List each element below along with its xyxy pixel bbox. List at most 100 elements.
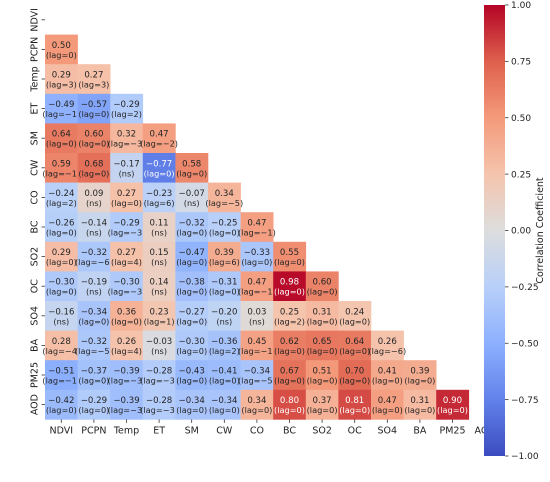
heatmap-cell: 0.81(lag=0) (338, 389, 372, 420)
heatmap-cell-rect (208, 241, 241, 272)
heatmap-cell-rect (77, 64, 111, 95)
heatmap-cell: −0.47(lag=0) (175, 241, 209, 272)
heatmap-cell-rect (110, 389, 144, 420)
heatmap-cell-rect (45, 330, 78, 361)
heatmap-cell: −0.57(lag=0) (77, 93, 111, 124)
heatmap-cell-rect (273, 330, 307, 361)
cell-value-label: 0.11 (150, 219, 169, 229)
cell-value-label: 0.65 (313, 337, 332, 347)
cell-value-label: −0.30 (48, 278, 74, 288)
heatmap-cell: −0.37(lag=0) (77, 360, 111, 391)
heatmap-cell: −0.16(ns) (45, 301, 78, 331)
colorbar-tick-label: −1.00 (511, 452, 539, 462)
heatmap-cell: 0.29(lag=0) (45, 241, 78, 272)
cell-lag-label: (lag=−3) (108, 139, 146, 149)
heatmap-cell: 0.39(lag=0) (403, 360, 437, 391)
y-tick-label: PCPN (30, 37, 41, 62)
heatmap-cell-rect (77, 301, 111, 331)
x-tick-label: PM25 (439, 425, 465, 436)
cell-value-label: −0.28 (146, 367, 172, 377)
heatmap-cell-rect (208, 301, 241, 331)
heatmap-cell: −0.33(lag=0) (240, 241, 274, 272)
cell-value-label: −0.30 (179, 337, 205, 347)
cell-lag-label: (lag=0) (274, 287, 305, 297)
cell-value-label: 0.23 (150, 307, 169, 317)
y-tick-label: SO2 (30, 247, 41, 267)
cell-value-label: 0.03 (247, 307, 266, 317)
colorbar-ticks: 1.00 0.75 0.50 0.25 0.00 −0.25 −0.50 −0.75 −1.00 (505, 1, 539, 462)
cell-lag-label: (ns) (86, 198, 102, 208)
heatmap-cell: 0.50(lag=0) (45, 34, 78, 65)
cell-lag-label: (lag=0) (339, 376, 370, 386)
y-tick-label: PM25 (30, 362, 41, 388)
colorbar-tick-label: 0.50 (511, 114, 531, 124)
cell-lag-label: (lag=0) (274, 376, 305, 386)
cell-lag-label: (lag=0) (176, 405, 207, 415)
heatmap-cell: 0.32(lag=−3) (108, 123, 146, 154)
heatmap-cell: −0.25(lag=0) (208, 212, 241, 243)
heatmap-cell-rect (240, 241, 274, 272)
cell-value-label: 0.31 (313, 307, 332, 317)
cell-lag-label: (lag=2) (209, 346, 240, 356)
heatmap-cell: 0.60(lag=0) (305, 271, 339, 302)
cell-value-label: 0.62 (280, 337, 299, 347)
cell-lag-label: (lag=0) (46, 287, 77, 297)
y-tick-label: CO (30, 190, 41, 204)
cell-value-label: 0.59 (52, 159, 71, 169)
heatmap-cell: 0.34(lag=0) (240, 389, 274, 420)
cell-value-label: 0.47 (378, 396, 397, 406)
heatmap-cell-rect (77, 330, 111, 361)
cell-value-label: −0.34 (244, 367, 270, 377)
heatmap-cell: 0.64(lag=0) (338, 330, 372, 361)
cell-lag-label: (ns) (249, 316, 265, 326)
heatmap-cell: −0.27(lag=0) (175, 301, 209, 331)
heatmap-cell-rect (110, 182, 144, 213)
heatmap-cell-rect (175, 301, 209, 331)
heatmap-cell-rect (77, 182, 111, 213)
cell-value-label: −0.41 (211, 367, 237, 377)
cell-value-label: 0.15 (150, 248, 169, 258)
heatmap-cell-rect (175, 182, 209, 213)
cell-value-label: −0.57 (81, 100, 107, 110)
cell-value-label: −0.28 (146, 396, 172, 406)
cell-value-label: 0.29 (52, 248, 71, 258)
heatmap-cell-rect (110, 123, 144, 154)
heatmap-cell: 0.28(lag=−4) (42, 330, 80, 361)
y-tick-label: BA (30, 338, 41, 352)
cell-lag-label: (lag=0) (46, 257, 77, 267)
cell-lag-label: (lag=0) (78, 316, 109, 326)
heatmap-cell: −0.34(lag=0) (77, 301, 111, 331)
heatmap-cell: −0.41(lag=0) (208, 360, 241, 391)
y-tick-label: OC (30, 279, 41, 293)
heatmap-cell-rect (208, 330, 241, 361)
heatmap-cell-rect (45, 389, 78, 420)
cell-value-label: −0.14 (81, 219, 107, 229)
colorbar-tick-label: −0.25 (511, 283, 539, 293)
heatmap-cell-rect (208, 212, 241, 243)
cell-value-label: 0.26 (378, 337, 397, 347)
heatmap-cell: 0.03(ns) (240, 301, 274, 331)
cell-lag-label: (lag=0) (209, 405, 240, 415)
cell-lag-label: (ns) (151, 228, 167, 238)
heatmap-cell: −0.28(lag=−3) (140, 360, 178, 391)
heatmap-cell: −0.34(lag=−5) (238, 360, 276, 391)
cell-value-label: −0.34 (179, 396, 205, 406)
heatmap-cell-rect (110, 212, 144, 243)
cell-lag-label: (lag=−2) (140, 139, 178, 149)
x-tick-label: CW (216, 425, 233, 436)
heatmap-cell: 0.68(lag=0) (77, 153, 111, 183)
heatmap-cell: 0.26(lag=−6) (368, 330, 406, 361)
heatmap-cell-rect (110, 93, 144, 124)
heatmap-cell: 0.98(lag=0) (273, 271, 307, 302)
cell-lag-label: (lag=0) (176, 376, 207, 386)
cell-lag-label: (lag=0) (372, 376, 403, 386)
heatmap-cell-rect (142, 123, 176, 154)
cell-lag-label: (lag=−3) (108, 287, 146, 297)
heatmap-cell: 0.31(lag=0) (403, 389, 437, 420)
cell-value-label: 0.27 (117, 248, 136, 258)
cell-lag-label: (ns) (184, 198, 200, 208)
heatmap-cell-rect (208, 389, 241, 420)
cell-value-label: −0.31 (211, 278, 237, 288)
heatmap-cell: −0.29(lag=2) (110, 93, 144, 124)
